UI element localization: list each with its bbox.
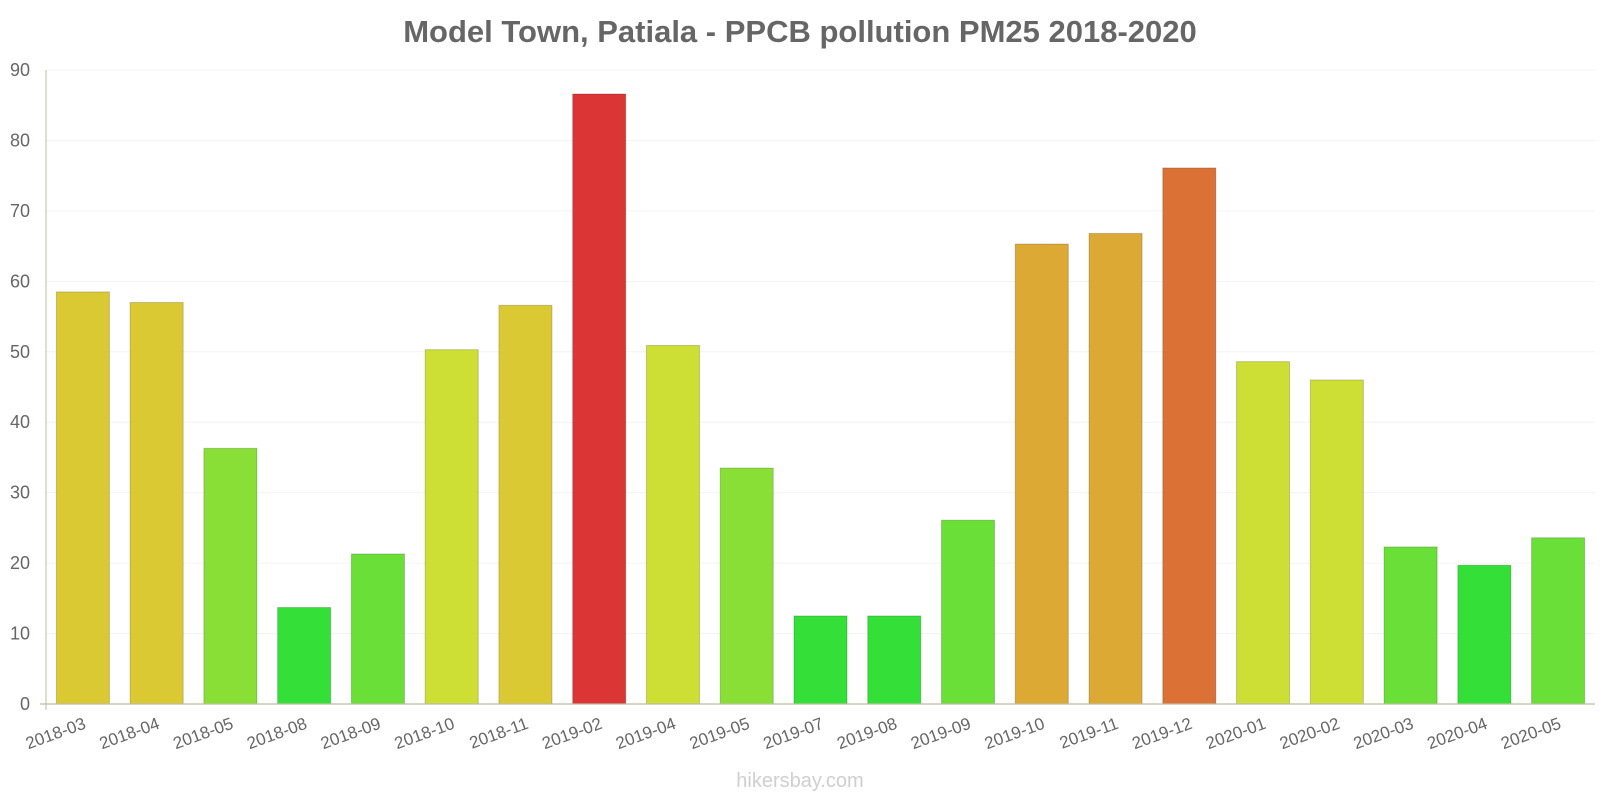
x-tick-label: 2019-11 (1057, 714, 1121, 753)
x-tick-label: 2020-03 (1351, 714, 1416, 753)
x-tick-label: 2018-11 (467, 714, 531, 753)
y-axis: 0 10 20 30 40 50 60 70 80 90 (10, 60, 47, 714)
bar-2019-12 (1162, 167, 1217, 705)
bar-2020-05 (1531, 537, 1586, 705)
bar-2018-09 (350, 553, 405, 705)
x-tick-label: 2018-03 (23, 714, 88, 753)
bar-2018-08 (277, 606, 332, 705)
x-tick-label: 2019-04 (613, 714, 678, 753)
chart-title: Model Town, Patiala - PPCB pollution PM2… (403, 14, 1197, 49)
bar-2020-04 (1457, 564, 1512, 705)
bar-2019-11 (1088, 232, 1143, 705)
x-tick-label: 2019-09 (908, 714, 973, 753)
y-tick-label: 50 (10, 342, 30, 362)
bar-2018-10 (424, 349, 479, 705)
bar-2019-04 (645, 344, 701, 705)
bar-2019-10 (1014, 243, 1069, 705)
y-tick-label: 30 (10, 483, 30, 503)
bar-2019-05 (719, 467, 774, 705)
y-tick-label: 70 (10, 201, 30, 221)
x-tick-label: 2020-01 (1203, 714, 1268, 753)
bar-2018-05 (203, 447, 258, 705)
y-tick-label: 60 (10, 271, 30, 291)
bar-2019-02 (572, 93, 627, 705)
x-tick-label: 2019-08 (835, 714, 900, 753)
x-tick-label: 2020-04 (1425, 714, 1490, 753)
bar-2019-09 (940, 519, 996, 705)
bar-2020-02 (1309, 379, 1364, 705)
bar-2019-07 (793, 615, 848, 705)
x-tick-label: 2020-05 (1498, 714, 1563, 753)
x-tick-label: 2020-02 (1277, 714, 1342, 753)
y-tick-label: 80 (10, 130, 30, 150)
y-tick-label: 20 (10, 553, 30, 573)
x-tick-label: 2019-05 (687, 714, 752, 753)
x-axis: 2018-03 2018-04 2018-05 2018-08 2018-09 2018-… (23, 703, 1595, 753)
x-tick-label: 2018-05 (171, 714, 236, 753)
bar-2020-03 (1383, 546, 1438, 705)
y-tick-label: 40 (10, 412, 30, 432)
watermark: hikersbay.com (736, 770, 864, 792)
bars (55, 93, 1586, 705)
x-tick-label: 2018-04 (97, 714, 162, 753)
y-tick-label: 90 (10, 60, 30, 80)
y-tick-label: 10 (10, 624, 30, 644)
bar-2018-11 (498, 304, 553, 705)
x-tick-label: 2019-07 (761, 714, 826, 753)
x-tick-label: 2019-10 (982, 714, 1047, 753)
x-tick-label: 2018-10 (392, 714, 457, 753)
y-tick-label: 0 (20, 694, 30, 714)
x-tick-label: 2018-09 (318, 714, 383, 753)
bar-2018-03 (55, 291, 110, 705)
x-tick-label: 2018-08 (244, 714, 309, 753)
x-tick-label: 2019-12 (1130, 714, 1195, 753)
bar-2019-08 (867, 615, 922, 705)
bar-2020-01 (1236, 361, 1291, 705)
x-tick-label: 2019-02 (539, 714, 604, 753)
bar-2018-04 (129, 301, 184, 705)
